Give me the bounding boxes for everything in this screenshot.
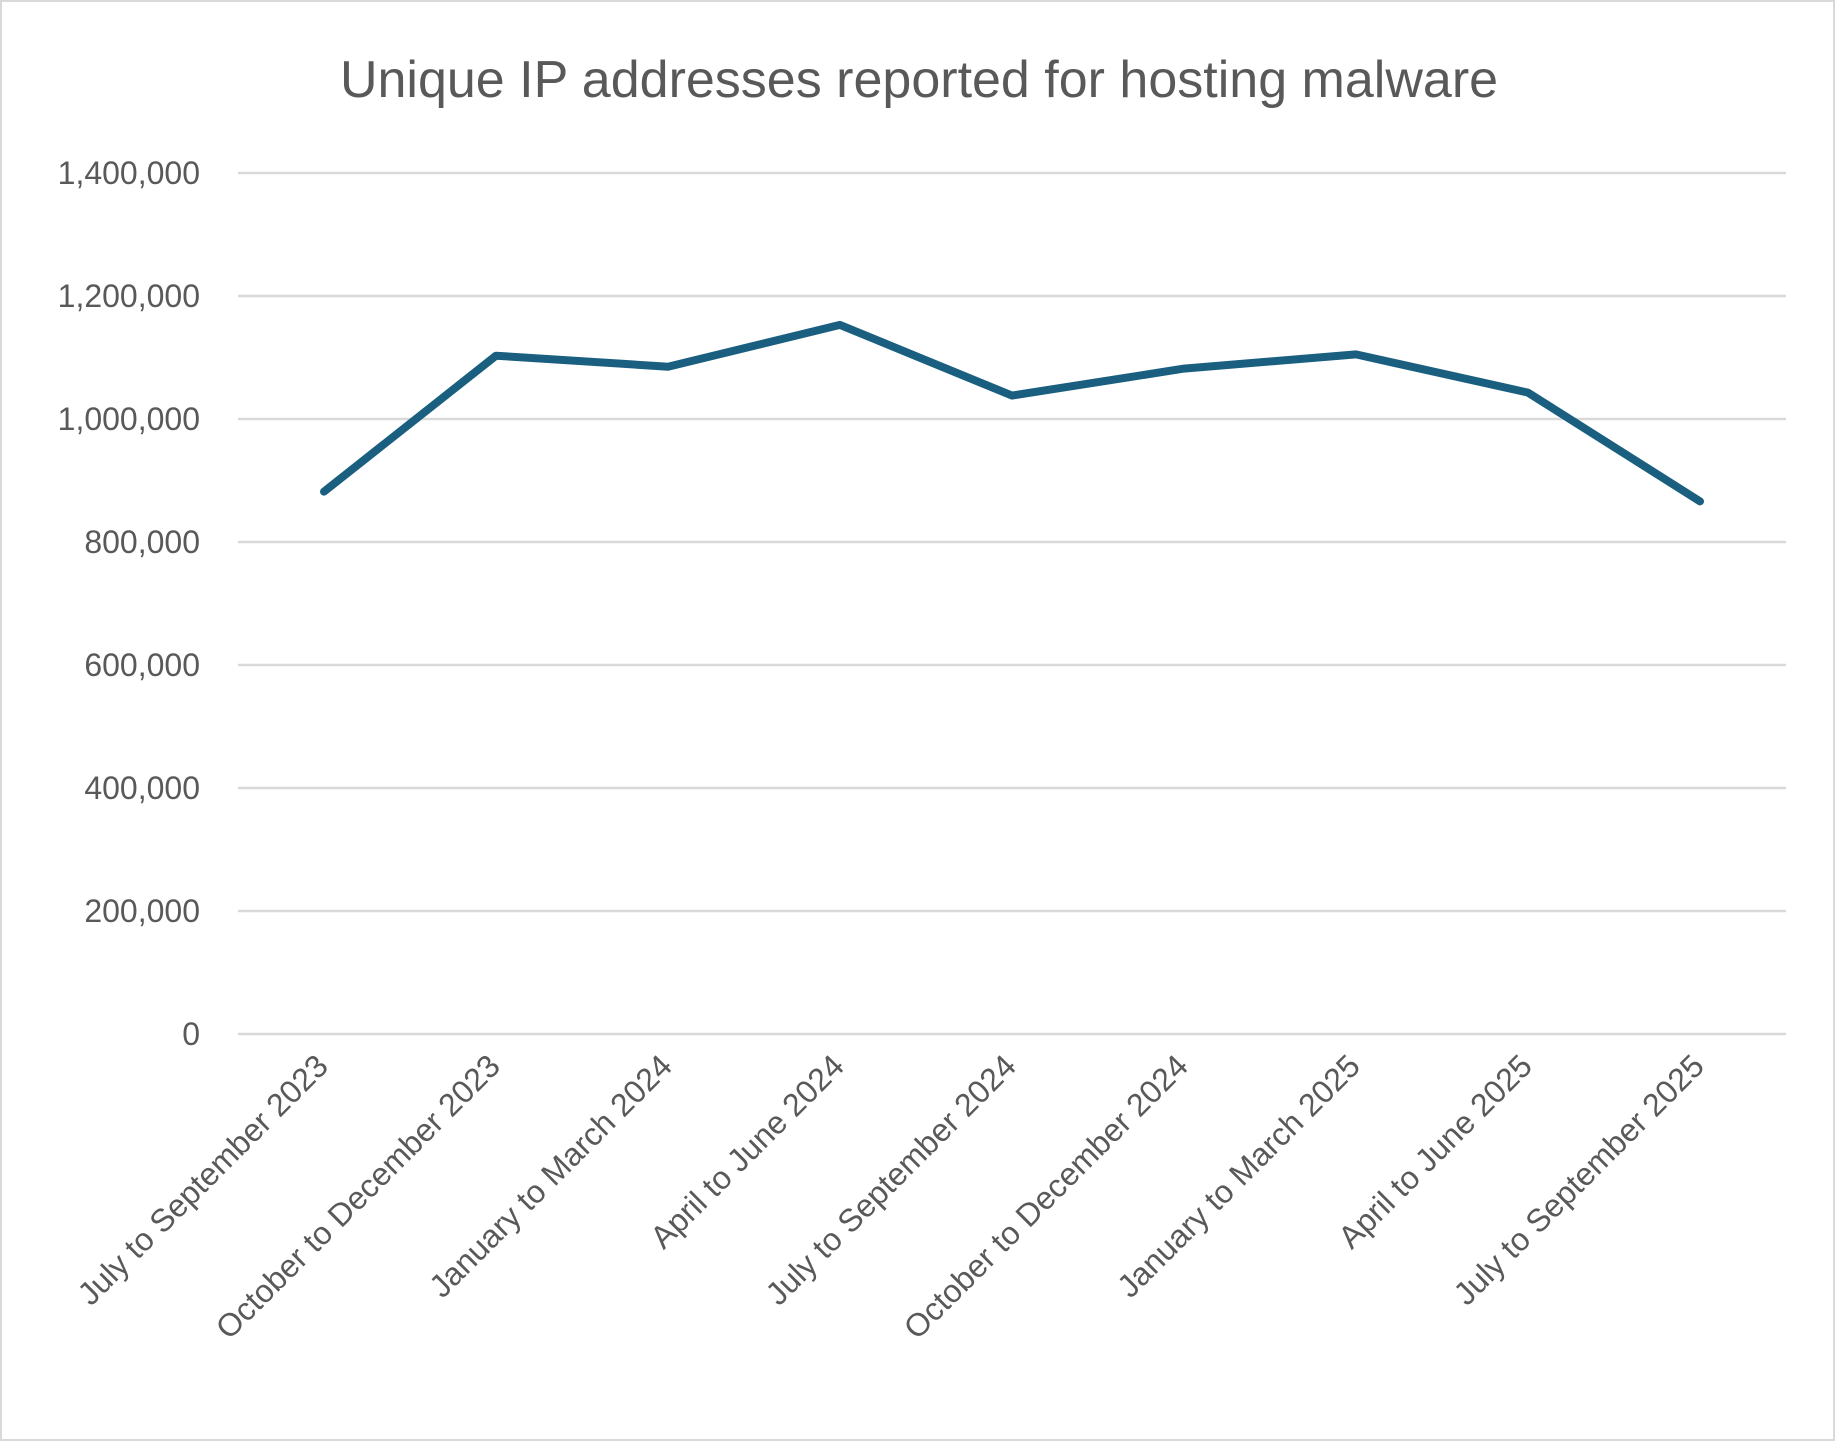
y-tick-label: 1,200,000 — [58, 278, 200, 314]
x-tick-label: October to December 2024 — [897, 1047, 1195, 1345]
y-tick-label: 600,000 — [84, 647, 200, 683]
series-layer — [324, 325, 1700, 502]
chart-title: Unique IP addresses reported for hosting… — [340, 51, 1498, 109]
gridlines — [238, 173, 1786, 1034]
y-axis-tick-labels: 0 200,000 400,000 600,000 800,000 1,000,000 1,… — [58, 155, 200, 1052]
y-tick-label: 0 — [182, 1016, 200, 1052]
y-tick-label: 1,400,000 — [58, 155, 200, 191]
y-tick-label: 1,000,000 — [58, 401, 200, 437]
y-tick-label: 400,000 — [84, 770, 200, 806]
series-line — [324, 325, 1700, 502]
y-tick-label: 200,000 — [84, 893, 200, 929]
x-tick-label: October to December 2023 — [209, 1047, 507, 1345]
y-tick-label: 800,000 — [84, 524, 200, 560]
